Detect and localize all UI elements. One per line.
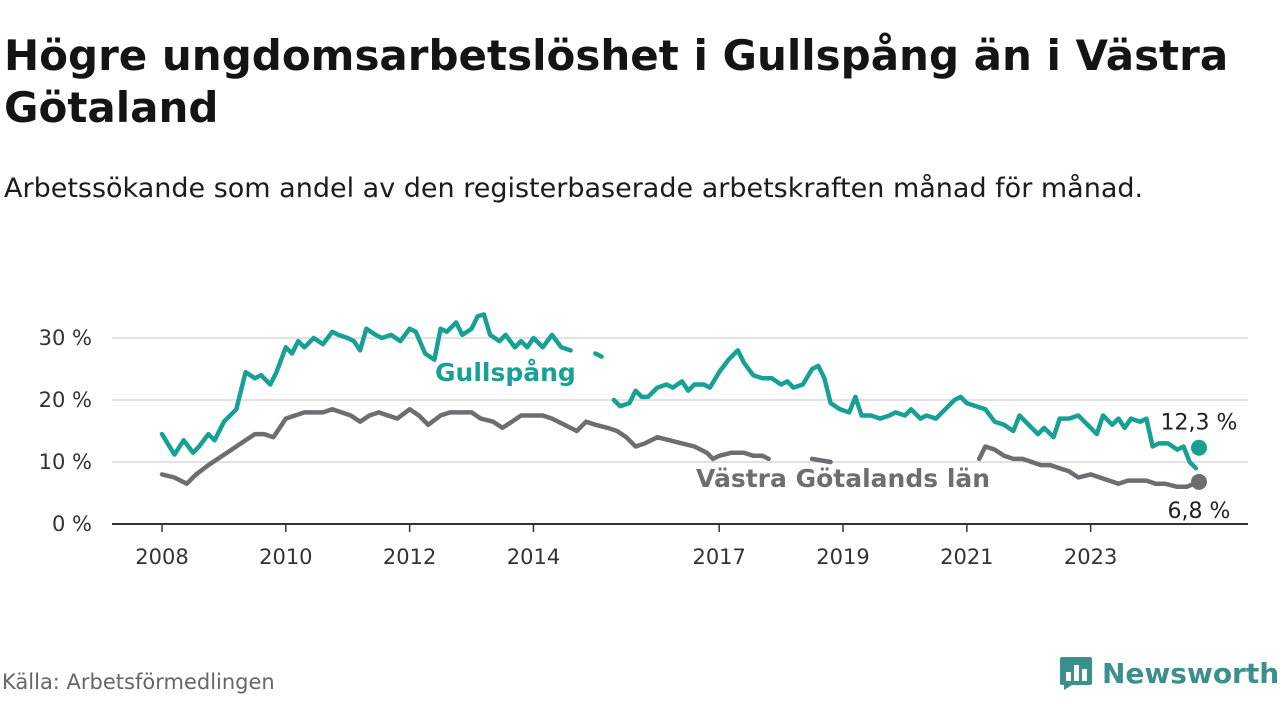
x-tick-label: 2014: [507, 545, 560, 569]
x-tick-label: 2017: [692, 545, 745, 569]
chart-subtitle: Arbetssökande som andel av den registerb…: [4, 173, 1144, 204]
bar-chart-speech-bubble-icon: [1060, 657, 1092, 690]
end-marker-gullspang: [1191, 439, 1207, 456]
end-marker-vastra-gotaland: [1191, 473, 1207, 490]
brand-logo: Newsworthy: [1058, 652, 1280, 694]
series-label-gullspang: Gullspång: [435, 358, 576, 387]
end-value-label-gullspang: 12,3 %: [1161, 411, 1238, 436]
y-tick-label: 30 %: [39, 326, 92, 350]
y-tick-label: 20 %: [39, 388, 92, 412]
x-tick-label: 2019: [816, 545, 869, 569]
chart-title: Högre ungdomsarbetslöshet i Gullspång än…: [4, 31, 1229, 132]
x-tick-label: 2008: [135, 545, 188, 569]
y-tick-label: 10 %: [39, 450, 92, 474]
y-tick-label: 0 %: [52, 512, 92, 536]
series-line-gullspang: [159, 312, 1199, 471]
series-line-vastra-gotaland: [159, 407, 1202, 490]
source-note: Källa: Arbetsförmedlingen: [2, 670, 275, 694]
brand-name: Newsworthy: [1102, 656, 1280, 690]
series-label-vastra-gotaland: Västra Götalands län: [696, 464, 990, 493]
x-tick-label: 2023: [1064, 545, 1117, 569]
x-tick-label: 2010: [259, 545, 312, 569]
end-value-label-vastra-gotaland: 6,8 %: [1168, 499, 1231, 524]
x-tick-label: 2021: [940, 545, 993, 569]
x-tick-label: 2012: [383, 545, 436, 569]
